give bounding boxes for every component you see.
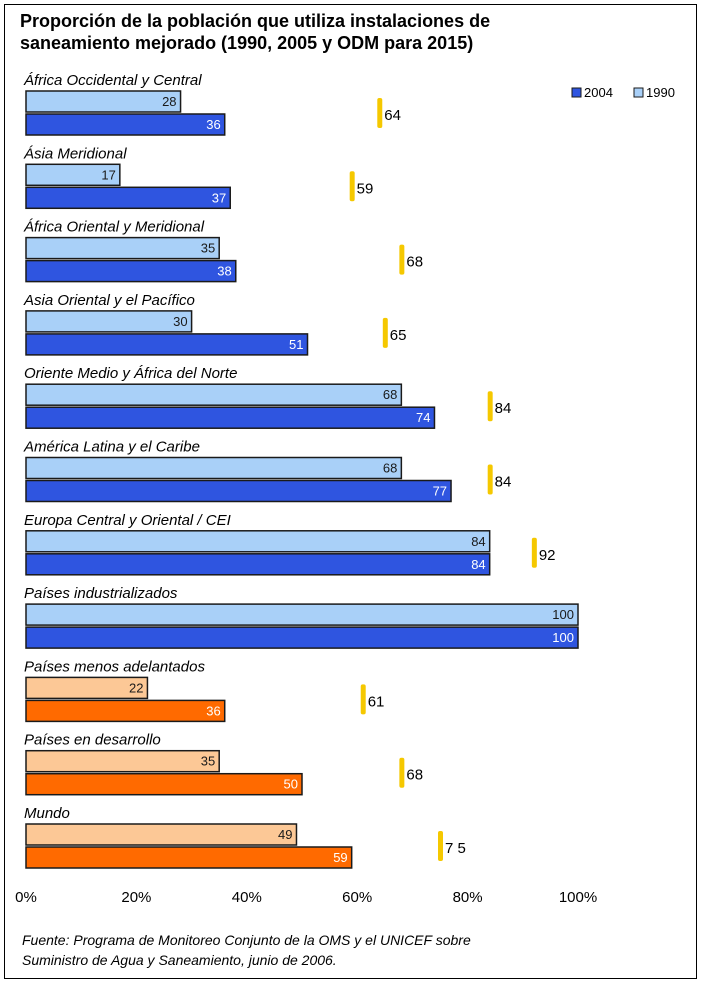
bar-2004 (26, 847, 352, 868)
bar-1990 (26, 311, 192, 332)
target-value: 59 (357, 180, 374, 197)
legend-swatch-1990 (634, 88, 643, 97)
bar-value-1990: 68 (383, 387, 397, 402)
x-tick-label: 60% (342, 889, 372, 906)
bar-value-2004: 37 (212, 190, 226, 205)
bar-2004 (26, 187, 230, 208)
bar-value-1990: 22 (129, 680, 143, 695)
target-value: 68 (406, 254, 423, 271)
group-label: Países industrializados (24, 585, 178, 602)
bar-value-1990: 35 (201, 241, 215, 256)
bar-value-1990: 35 (201, 754, 215, 769)
bar-2004 (26, 554, 490, 575)
target-value: 65 (390, 327, 407, 344)
bar-1990 (26, 531, 490, 552)
bar-value-1990: 100 (552, 607, 574, 622)
group-label: Ásia Meridional (23, 145, 127, 162)
target-value: 61 (368, 693, 385, 710)
legend-label-1990: 1990 (646, 85, 675, 100)
target-value: 84 (495, 400, 512, 417)
bar-value-2004: 77 (433, 484, 447, 499)
bar-2004 (26, 334, 308, 355)
group-label: América Latina y el Caribe (23, 439, 200, 456)
x-tick-label: 20% (121, 889, 151, 906)
x-tick-label: 100% (559, 889, 597, 906)
group-label: África Oriental y Meridional (23, 219, 205, 236)
target-marker (361, 684, 366, 714)
bar-2004 (26, 261, 236, 282)
bar-2004 (26, 627, 578, 648)
target-value: 68 (406, 767, 423, 784)
bar-1990 (26, 238, 219, 259)
x-tick-label: 0% (15, 889, 37, 906)
bar-value-2004: 51 (289, 337, 303, 352)
target-marker (488, 391, 493, 421)
x-tick-label: 80% (453, 889, 483, 906)
bar-value-1990: 28 (162, 94, 176, 109)
target-marker (488, 465, 493, 495)
bar-value-2004: 59 (333, 850, 347, 865)
target-marker (399, 758, 404, 788)
bar-2004 (26, 481, 451, 502)
bar-value-2004: 100 (552, 630, 574, 645)
bar-value-1990: 49 (278, 827, 292, 842)
target-marker (377, 98, 382, 128)
bar-value-2004: 38 (217, 264, 231, 279)
group-label: Países en desarrollo (24, 732, 161, 749)
bar-1990 (26, 384, 401, 405)
bar-value-2004: 36 (206, 117, 220, 132)
target-marker (383, 318, 388, 348)
bar-2004 (26, 407, 434, 428)
bar-2004 (26, 700, 225, 721)
bar-value-1990: 68 (383, 461, 397, 476)
bar-value-2004: 84 (471, 557, 485, 572)
source-note: Fuente: Programa de Monitoreo Conjunto d… (22, 930, 672, 970)
bar-value-1990: 84 (471, 534, 485, 549)
group-label: Europa Central y Oriental / CEI (24, 512, 231, 529)
source-line-1: Fuente: Programa de Monitoreo Conjunto d… (22, 930, 672, 950)
group-label: Países menos adelantados (24, 658, 205, 675)
target-value: 92 (539, 547, 556, 564)
bar-value-1990: 17 (101, 167, 115, 182)
target-value: 64 (384, 107, 401, 124)
x-tick-label: 40% (232, 889, 262, 906)
group-label: Mundo (24, 805, 70, 822)
bar-1990 (26, 604, 578, 625)
target-marker (350, 171, 355, 201)
bar-value-1990: 30 (173, 314, 187, 329)
legend-label-2004: 2004 (584, 85, 613, 100)
group-label: Oriente Medio y África del Norte (24, 365, 237, 382)
target-value: 7 5 (445, 840, 466, 857)
bar-2004 (26, 114, 225, 135)
target-marker (532, 538, 537, 568)
bar-1990 (26, 751, 219, 772)
group-label: África Occidental y Central (23, 72, 202, 89)
source-line-2: Suministro de Agua y Saneamiento, junio … (22, 950, 672, 970)
group-label: Asia Oriental y el Pacífico (23, 292, 195, 309)
bar-2004 (26, 774, 302, 795)
bar-1990 (26, 458, 401, 479)
bar-value-2004: 36 (206, 703, 220, 718)
target-value: 84 (495, 474, 512, 491)
bar-1990 (26, 91, 181, 112)
bar-value-2004: 74 (416, 410, 430, 425)
target-marker (438, 831, 443, 861)
target-marker (399, 245, 404, 275)
legend-swatch-2004 (572, 88, 581, 97)
bar-value-2004: 50 (284, 777, 298, 792)
bar-1990 (26, 824, 296, 845)
